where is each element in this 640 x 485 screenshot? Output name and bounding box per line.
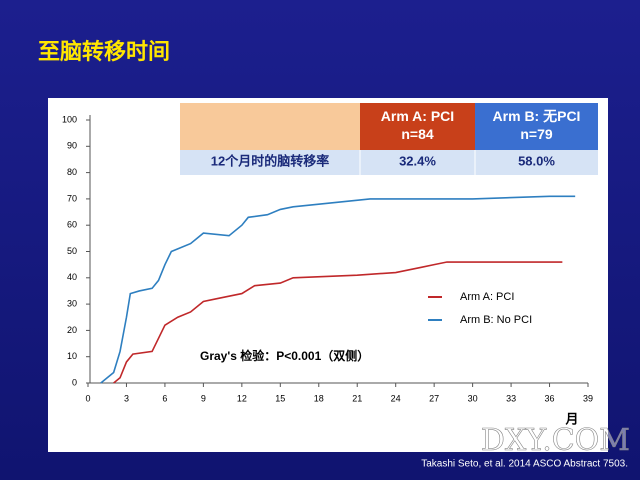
y-tick-label: 90 <box>67 141 77 151</box>
table-cell <box>180 103 360 150</box>
x-tick-label: 21 <box>352 393 362 403</box>
x-tick-label: 24 <box>391 393 401 403</box>
y-tick-label: 70 <box>67 193 77 203</box>
x-tick-label: 0 <box>85 393 90 403</box>
watermark: DXY.COM <box>481 423 630 458</box>
table-header: Arm B: 无PCI n=79 <box>493 108 581 142</box>
annotation: Gray's 检验：P<0.001（双侧） <box>200 348 369 363</box>
x-tick-label: 9 <box>201 393 206 403</box>
table-cell-text: 58.0% <box>518 153 555 168</box>
table-cell <box>360 103 475 150</box>
table-cell-text: 32.4% <box>399 153 436 168</box>
y-tick-label: 60 <box>67 220 77 230</box>
y-tick-label: 40 <box>67 272 77 282</box>
y-tick-label: 50 <box>67 246 77 256</box>
legend-label: Arm B: No PCI <box>460 314 532 326</box>
y-tick-label: 100 <box>62 114 77 124</box>
x-tick-label: 6 <box>162 393 167 403</box>
x-tick-label: 27 <box>429 393 439 403</box>
y-tick-label: 80 <box>67 167 77 177</box>
x-tick-label: 36 <box>545 393 555 403</box>
x-tick-label: 3 <box>124 393 129 403</box>
table-cell-text: 12个月时的脑转移率 <box>211 153 329 168</box>
x-tick-label: 15 <box>275 393 285 403</box>
source: Takashi Seto, et al. 2014 ASCO Abstract … <box>421 459 628 470</box>
x-tick-label: 39 <box>583 393 593 403</box>
x-tick-label: 12 <box>237 393 247 403</box>
x-tick-label: 33 <box>506 393 516 403</box>
y-tick-label: 10 <box>67 351 77 361</box>
table-cell <box>475 103 598 150</box>
y-tick-label: 30 <box>67 298 77 308</box>
series-line <box>113 261 563 384</box>
table-header: Arm A: PCI n=84 <box>381 108 454 142</box>
x-tick-label: 18 <box>314 393 324 403</box>
y-tick-label: 20 <box>67 325 77 335</box>
table <box>180 103 598 175</box>
y-tick-label: 0 <box>72 377 77 387</box>
x-axis-label: 月 <box>564 411 578 426</box>
x-tick-label: 30 <box>468 393 478 403</box>
slide-title: 至脑转移时间 <box>38 39 170 64</box>
series-line <box>100 195 576 384</box>
table-row <box>180 150 598 175</box>
legend-label: Arm A: PCI <box>460 291 514 303</box>
